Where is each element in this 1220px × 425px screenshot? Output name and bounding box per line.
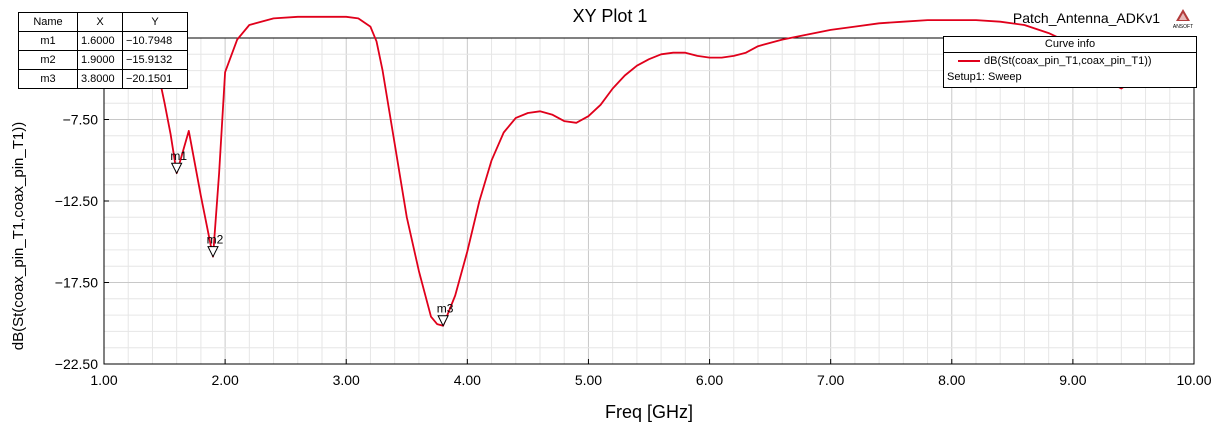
y-tick-label: −17.50 [55, 275, 98, 291]
marker-label: m2 [207, 233, 224, 247]
legend-setup: Setup1: Sweep [947, 71, 1022, 83]
y-tick-label: −7.50 [63, 112, 99, 128]
x-tick-label: 7.00 [817, 372, 844, 388]
marker-col-name: Name [18, 12, 78, 32]
project-name: Patch_Antenna_ADKv1 [1012, 10, 1160, 26]
axis-ticks: 1.00 2.00 3.00 4.00 5.00 6.00 7.00 8.00 9.00 10.0… [55, 112, 1212, 389]
marker-triangle [207, 246, 219, 258]
y-tick-label: −12.50 [55, 193, 98, 209]
x-axis-label: Freq [GHz] [605, 402, 693, 422]
x-tick-label: 8.00 [938, 372, 965, 388]
x-tick-label: 5.00 [575, 372, 602, 388]
ansoft-logo-icon: ANSOFT [1173, 9, 1193, 30]
y-axis-label: dB(St(coax_pin_T1,coax_pin_T1)) [10, 122, 27, 350]
marker-table: Name X Y m1 1.6000 −10.7948 m2 1.9000 −1… [18, 12, 188, 89]
marker-row: m2 1.9000 −15.9132 [18, 50, 188, 70]
x-tick-label: 10.00 [1176, 372, 1211, 388]
plot-title: XY Plot 1 [572, 6, 648, 26]
x-tick-label: 1.00 [90, 372, 117, 388]
marker-col-x: X [77, 12, 123, 32]
curve-info-legend: Curve info dB(St(coax_pin_T1,coax_pin_T1… [943, 36, 1197, 88]
marker-col-y: Y [122, 12, 188, 32]
marker-name: m1 [18, 31, 78, 51]
x-tick-label: 3.00 [333, 372, 360, 388]
marker-row: m1 1.6000 −10.7948 [18, 31, 188, 51]
marker-row: m3 3.8000 −20.1501 [18, 69, 188, 89]
marker-x: 1.9000 [77, 50, 123, 70]
curve-info-header: Curve info [944, 37, 1196, 53]
marker-y: −10.7948 [122, 31, 188, 51]
markers-layer: m1 m2 m3 [170, 149, 454, 327]
legend-trace-name: dB(St(coax_pin_T1,coax_pin_T1)) [984, 55, 1152, 67]
marker-triangle [437, 315, 449, 327]
marker-label: m3 [437, 302, 454, 316]
legend-swatch [958, 60, 980, 62]
marker-name: m2 [18, 50, 78, 70]
svg-text:ANSOFT: ANSOFT [1173, 24, 1193, 30]
marker-x: 3.8000 [77, 69, 123, 89]
marker-triangle [170, 162, 183, 175]
marker-x: 1.6000 [77, 31, 123, 51]
marker-y: −20.1501 [122, 69, 188, 89]
marker-y: −15.9132 [122, 50, 188, 70]
x-tick-label: 6.00 [696, 372, 723, 388]
marker-table-header: Name X Y [18, 12, 188, 32]
marker-name: m3 [18, 69, 78, 89]
y-tick-label: −22.50 [55, 356, 98, 372]
x-tick-label: 2.00 [211, 372, 238, 388]
x-tick-label: 4.00 [454, 372, 481, 388]
legend-entry: dB(St(coax_pin_T1,coax_pin_T1)) [944, 53, 1196, 69]
ansoft-logo: ANSOFT [1168, 8, 1198, 30]
marker-label: m1 [170, 149, 187, 163]
x-tick-label: 9.00 [1059, 372, 1086, 388]
